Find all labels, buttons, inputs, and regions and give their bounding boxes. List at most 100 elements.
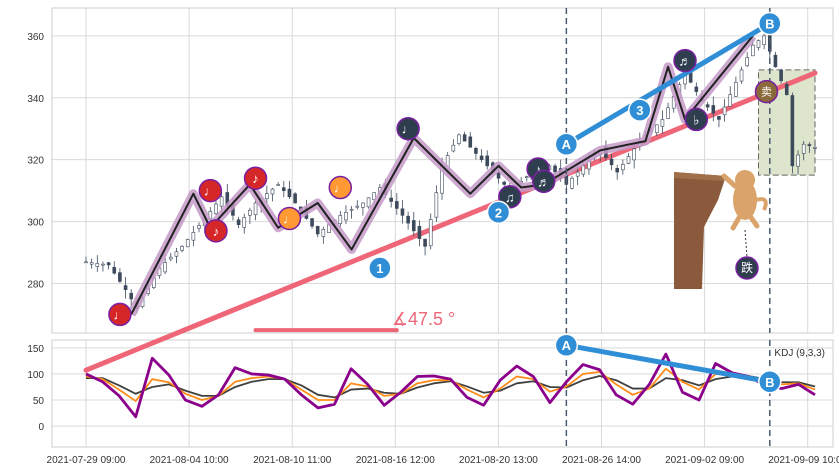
y-tick-label: 50	[33, 396, 45, 407]
cliff-top	[674, 172, 726, 181]
candle-body	[112, 267, 117, 274]
count-marker-label: 3	[636, 103, 643, 118]
wave-marker-symbol: ♩	[204, 184, 217, 199]
candle-body	[310, 218, 314, 227]
candle-body	[315, 226, 320, 235]
candle-body	[417, 226, 422, 239]
candle-body	[745, 57, 749, 67]
candle-body	[423, 238, 427, 247]
candle-body	[219, 196, 224, 207]
kdj-ab-label-B: B	[765, 375, 774, 390]
x-tick-label: 2021-08-26 14:00	[562, 455, 641, 466]
candle-body	[321, 229, 326, 237]
price-ab-point-A	[554, 132, 579, 156]
y-tick-label: 150	[27, 344, 44, 355]
count-marker	[486, 200, 511, 225]
candle-body	[705, 104, 710, 108]
candle-body	[253, 202, 258, 216]
candle-body	[276, 184, 280, 186]
y-tick-label: 100	[27, 370, 44, 381]
candle-body	[84, 261, 88, 264]
drop-ball	[735, 256, 759, 280]
dog-leg	[730, 213, 743, 231]
candle-body	[496, 172, 501, 179]
wave-marker-symbol: ♩	[402, 122, 415, 137]
candle-body	[756, 40, 761, 48]
kdj-line-J	[85, 352, 816, 419]
wave-marker-symbol: ♫	[505, 190, 515, 205]
candle-body	[236, 219, 241, 225]
wave-marker-symbol: ♩	[334, 181, 347, 196]
candle-body	[95, 263, 100, 267]
candle-body	[89, 262, 94, 265]
candle-body	[717, 116, 721, 120]
price-ab-point-B	[758, 11, 782, 36]
wave-marker-symbol: ♪	[535, 162, 542, 177]
kdj-ab-point-A	[554, 333, 579, 357]
candle-body	[626, 156, 631, 164]
candle-body	[615, 168, 620, 173]
sell-marker-label: 卖	[761, 86, 772, 99]
candle-body	[694, 86, 699, 92]
candle-body	[197, 225, 201, 229]
candle-body	[502, 181, 506, 185]
candle-body	[581, 165, 586, 175]
candle-body	[796, 154, 800, 167]
wave-marker-symbol: ♬	[679, 54, 692, 69]
drop-ball-label: 跌	[741, 260, 753, 275]
y-tick-label: 360	[27, 32, 44, 43]
candle-body	[168, 256, 173, 260]
kdj-ab-label-A: A	[562, 338, 572, 353]
candle-body	[406, 215, 410, 224]
dog-leg	[747, 213, 760, 229]
wave-marker-symbol: ♩	[283, 211, 296, 226]
wave-marker	[243, 166, 268, 190]
candle-body	[609, 158, 614, 166]
candle-body	[214, 203, 218, 214]
wave-marker-symbol: ♬	[537, 174, 550, 189]
candle-body	[349, 208, 354, 211]
grid	[51, 7, 834, 448]
kdj-line-K	[86, 375, 816, 399]
wave-marker	[396, 116, 420, 141]
candle-body	[242, 217, 247, 228]
y-tick-label: 0	[38, 422, 44, 433]
candle-body	[293, 193, 297, 204]
x-tick-label: 2021-08-20 13:00	[459, 455, 538, 466]
candle-body	[485, 155, 490, 167]
dog-body	[733, 180, 757, 220]
y-tick-label: 340	[27, 94, 44, 105]
candle-body	[344, 211, 348, 221]
ball-string	[744, 229, 748, 258]
candle-body	[666, 107, 670, 119]
candle-body	[654, 124, 659, 133]
sell-marker	[754, 79, 779, 104]
count-marker-label: 1	[376, 261, 383, 276]
y-tick-label: 300	[27, 218, 44, 229]
candle-body	[722, 106, 727, 116]
count-marker	[368, 256, 392, 280]
angle-label: ∡47.5 °	[392, 309, 455, 329]
candle-body	[400, 208, 405, 216]
wave-line	[130, 35, 754, 315]
candle-body	[570, 177, 574, 189]
candle-body	[118, 272, 122, 282]
wave-marker	[277, 206, 302, 231]
x-tick-label: 2021-07-29 09:00	[47, 455, 126, 466]
candle-body	[366, 197, 371, 208]
candle-body	[468, 136, 473, 148]
candle-body	[751, 44, 755, 57]
x-tick-label: 2021-09-09 10:00	[768, 455, 839, 466]
candle-body	[434, 192, 439, 218]
x-tick-label: 2021-08-04 10:00	[150, 455, 229, 466]
price-ab-label-B: B	[765, 16, 774, 31]
kdj-title: KDJ (9,3,3)	[774, 348, 825, 359]
candle-body	[372, 192, 377, 200]
count-marker	[628, 98, 652, 122]
x-tick-label: 2021-08-16 12:00	[356, 455, 435, 466]
candle-body	[281, 187, 286, 191]
candle-body	[270, 188, 275, 195]
x-tick-label: 2021-08-10 11:00	[253, 455, 332, 466]
